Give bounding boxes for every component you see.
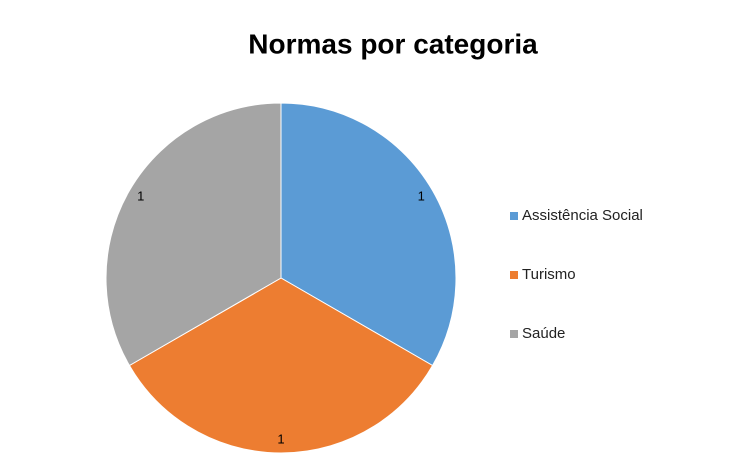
data-label: 1 (137, 188, 144, 203)
legend-swatch (510, 212, 518, 220)
legend-swatch (510, 271, 518, 279)
chart-title: Normas por categoria (248, 28, 538, 59)
pie-slice (105, 102, 282, 367)
legend-label: Saúde (522, 325, 565, 342)
legend-label: Turismo (522, 266, 576, 283)
pie-slice (128, 277, 434, 454)
pie-slice (280, 102, 457, 367)
data-label: 1 (418, 188, 425, 203)
data-label: 1 (277, 431, 284, 446)
legend-swatch (510, 330, 518, 338)
legend-label: Assistência Social (522, 207, 643, 224)
